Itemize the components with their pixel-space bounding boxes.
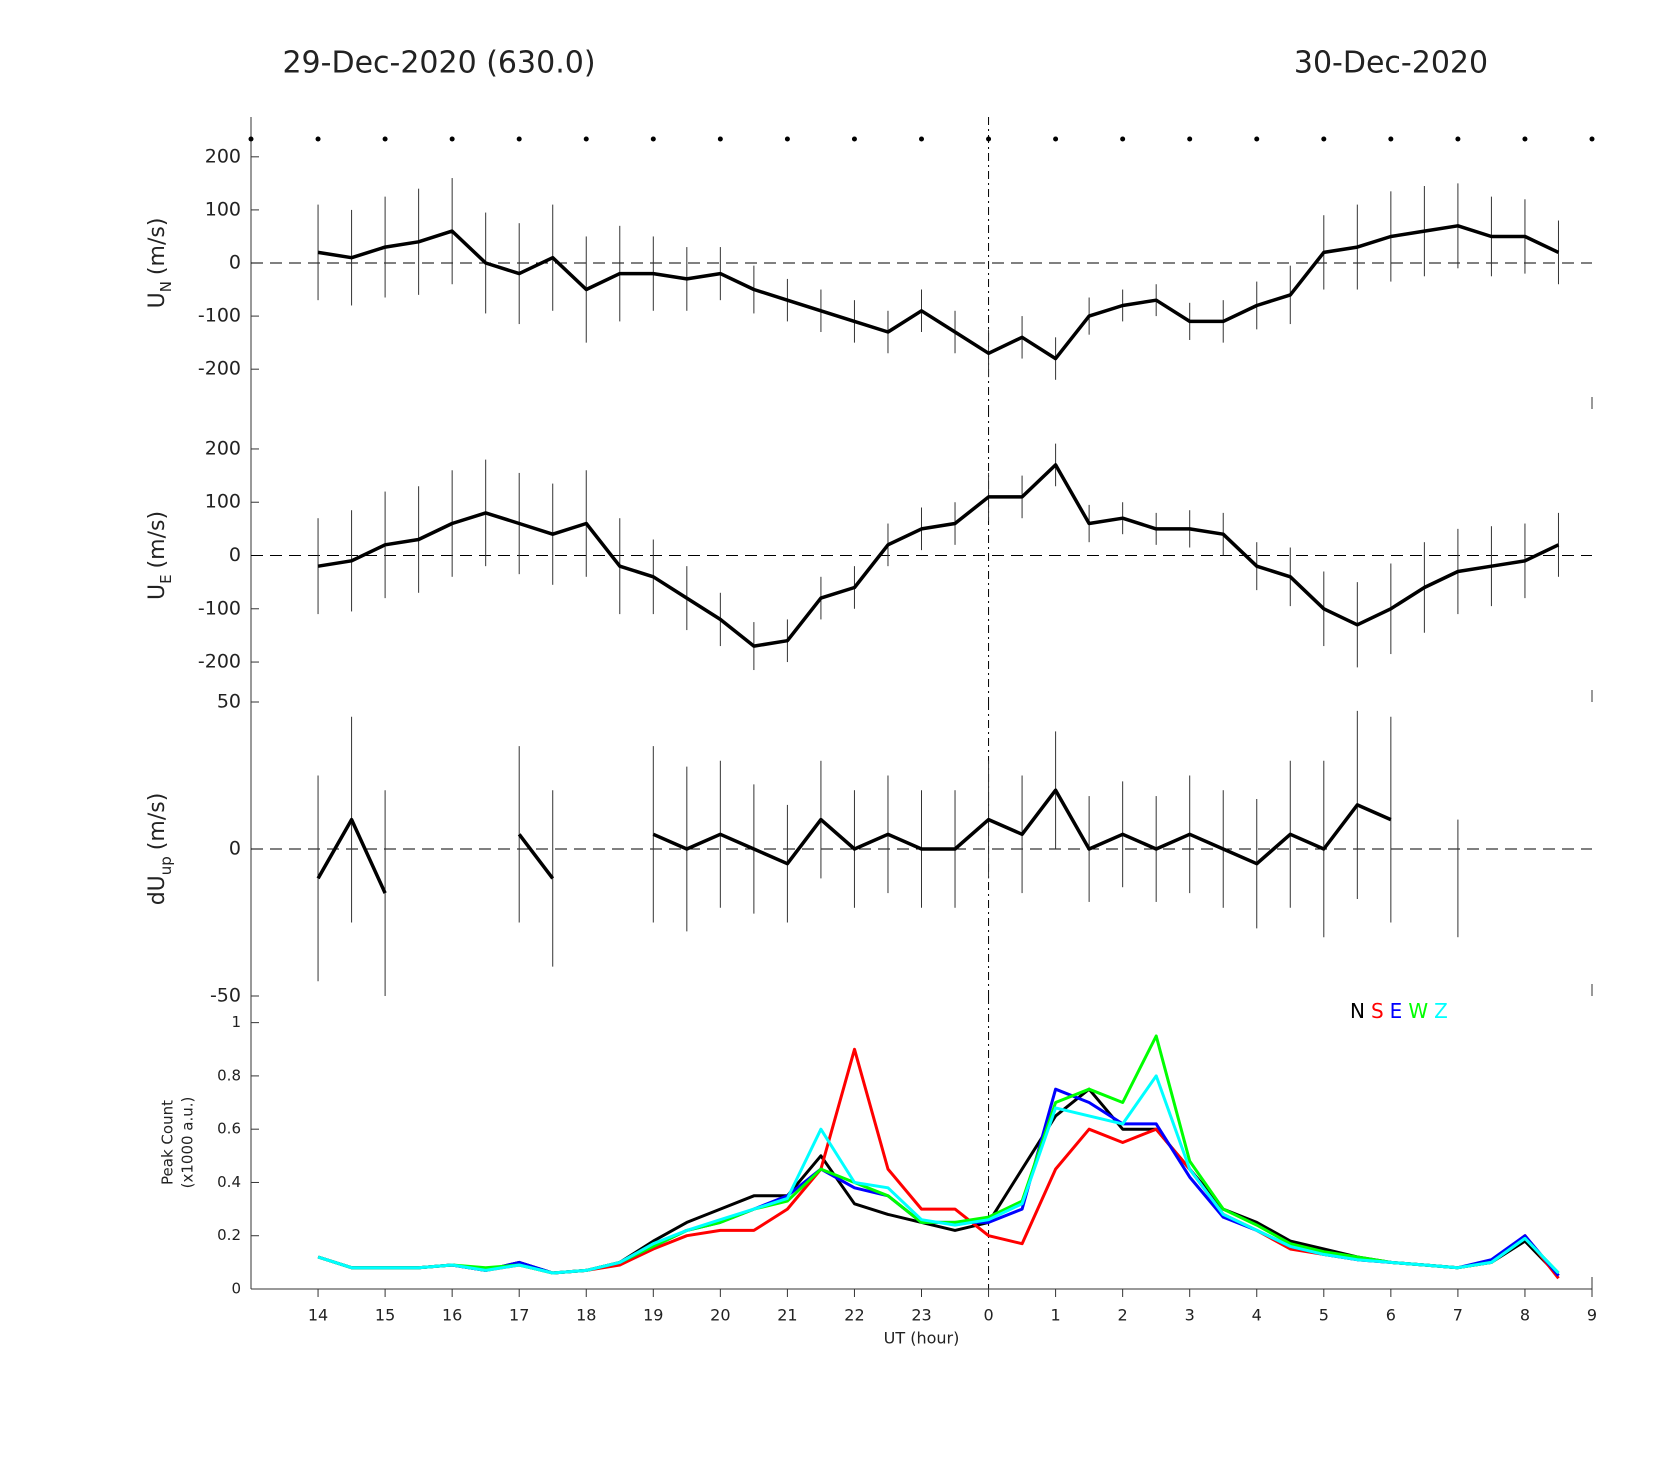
- data-line: [317, 224, 1560, 361]
- y-label: UN (m/s): [145, 218, 175, 309]
- y-tick-label: 50: [217, 691, 241, 713]
- y-tick-label: -100: [198, 597, 241, 619]
- x-tick-label: 5: [1319, 1306, 1329, 1325]
- hour-dot: [1254, 136, 1260, 142]
- y-label: UE (m/s): [145, 511, 175, 600]
- y-tick-label: 0.4: [217, 1173, 241, 1191]
- x-tick-label: 0: [983, 1306, 993, 1325]
- y-label-unit: (m/s): [145, 793, 170, 850]
- data-line: [317, 1087, 1560, 1277]
- hour-dot: [1053, 136, 1059, 142]
- hour-dot: [986, 136, 992, 142]
- y-label-main: U: [145, 292, 170, 308]
- data-line: [317, 1034, 1560, 1275]
- legend-entry: S: [1371, 999, 1384, 1023]
- y-tick-label: 100: [205, 491, 241, 513]
- y-tick-label: 0.2: [217, 1226, 241, 1244]
- hour-dot: [449, 136, 455, 142]
- y-tick-label: 1: [231, 1013, 241, 1031]
- y-tick-label: 200: [205, 437, 241, 459]
- hour-dot: [315, 136, 321, 142]
- y-tick-label: 0: [229, 544, 241, 566]
- y-tick-label: -200: [198, 358, 241, 380]
- y-label: Peak Count: [159, 1100, 177, 1185]
- x-tick-label: 19: [643, 1306, 663, 1325]
- y-label-main: dU: [145, 875, 170, 905]
- hour-dot: [1187, 136, 1193, 142]
- x-tick-label: 8: [1520, 1306, 1530, 1325]
- hour-dot: [248, 136, 254, 142]
- legend-entry: Z: [1434, 999, 1448, 1023]
- x-tick-label: 15: [375, 1306, 395, 1325]
- plot-area: [317, 443, 1560, 671]
- data-line: [317, 1047, 1560, 1280]
- hour-dot: [1522, 136, 1528, 142]
- left-title: 29-Dec-2020 (630.0): [282, 46, 595, 81]
- hour-dot: [851, 136, 857, 142]
- hour-dot: [583, 136, 589, 142]
- y-label: dUup (m/s): [145, 793, 175, 906]
- hour-dot: [1589, 136, 1595, 142]
- x-tick-label: 23: [911, 1306, 931, 1325]
- hour-dot: [382, 136, 388, 142]
- y-label-unit: (m/s): [145, 218, 170, 275]
- hour-dot: [717, 136, 723, 142]
- x-tick-label: 9: [1587, 1306, 1597, 1325]
- y-label-sub: E: [157, 574, 175, 583]
- x-tick-label: 22: [844, 1306, 864, 1325]
- data-line: [317, 1087, 1560, 1277]
- y-tick-label: 0: [229, 838, 241, 860]
- x-tick-label: 7: [1453, 1306, 1463, 1325]
- right-title: 30-Dec-2020: [1294, 46, 1488, 81]
- y-tick-label: -200: [198, 651, 241, 673]
- y-label: (x1000 a.u.): [179, 1097, 197, 1189]
- legend-entry: W: [1408, 999, 1428, 1023]
- hour-dot: [1388, 136, 1394, 142]
- hour-dot: [1455, 136, 1461, 142]
- y-tick-label: 200: [205, 145, 241, 167]
- y-label-sub: N: [157, 281, 175, 292]
- data-line: [317, 1074, 1560, 1275]
- y-label-unit: (m/s): [145, 511, 170, 568]
- x-tick-label: 21: [777, 1306, 797, 1325]
- hour-dot: [516, 136, 522, 142]
- legend-entry: N: [1350, 999, 1365, 1023]
- legend-entry: E: [1390, 999, 1403, 1023]
- y-tick-label: -50: [210, 985, 241, 1007]
- x-tick-label: 3: [1185, 1306, 1195, 1325]
- y-label-main: U: [145, 584, 170, 600]
- hour-dot: [784, 136, 790, 142]
- hour-dot: [1120, 136, 1126, 142]
- plot-area: [317, 178, 1560, 380]
- plot-area: [318, 710, 1558, 996]
- data-line: [317, 463, 1560, 648]
- y-tick-label: 0: [229, 252, 241, 274]
- hour-dot: [919, 136, 924, 142]
- x-tick-label: 18: [576, 1306, 596, 1325]
- y-tick-label: 0.8: [217, 1066, 241, 1084]
- y-tick-label: 0: [231, 1280, 241, 1298]
- x-label: UT (hour): [884, 1329, 960, 1348]
- x-tick-label: 20: [710, 1306, 730, 1325]
- y-tick-label: 100: [205, 198, 241, 220]
- y-tick-label: -100: [198, 305, 241, 327]
- hour-dot: [650, 136, 656, 142]
- plot-area: [317, 1034, 1560, 1280]
- x-tick-label: 2: [1118, 1306, 1128, 1325]
- x-tick-label: 16: [442, 1306, 462, 1325]
- y-tick-label: 0.6: [217, 1120, 241, 1138]
- x-tick-label: 1: [1051, 1306, 1061, 1325]
- x-tick-label: 14: [308, 1306, 328, 1325]
- hour-dot: [1321, 136, 1327, 142]
- data-line: [318, 790, 1558, 893]
- x-tick-label: 17: [509, 1306, 529, 1325]
- y-label-sub: up: [157, 856, 175, 875]
- x-tick-label: 4: [1252, 1306, 1262, 1325]
- x-tick-label: 6: [1386, 1306, 1396, 1325]
